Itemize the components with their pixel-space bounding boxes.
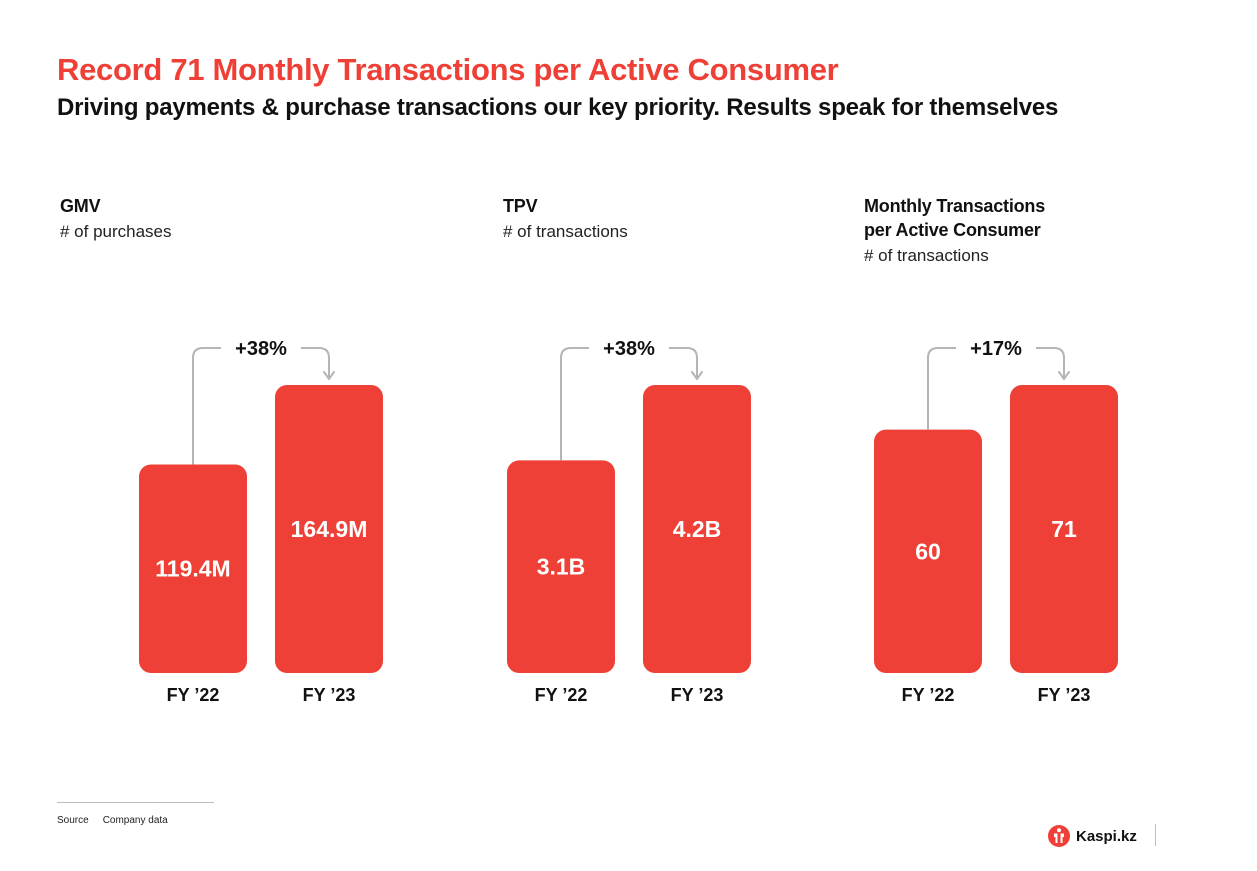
bar-value-label: 119.4M	[155, 556, 230, 582]
growth-arrow-icon	[691, 371, 703, 380]
category-label: FY ’22	[535, 685, 588, 705]
growth-connector-right	[669, 347, 698, 377]
source-note: Source Company data	[57, 815, 168, 826]
growth-label: +38%	[603, 338, 655, 360]
bar-value-label: 164.9M	[291, 516, 368, 542]
page-title: Record 71 Monthly Transactions per Activ…	[57, 52, 839, 87]
kaspi-logo: Kaspi.kz	[1048, 824, 1137, 848]
category-label: FY ’22	[902, 685, 955, 705]
source-label: Source	[57, 815, 89, 826]
category-label: FY ’23	[671, 685, 724, 705]
bar-value-label: 4.2B	[673, 516, 722, 542]
panel-mtac-header: Monthly Transactions per Active Consumer…	[864, 194, 1045, 268]
bar-fy22	[874, 429, 982, 673]
panel-title: GMV	[60, 196, 101, 216]
bar-fy22	[507, 460, 615, 673]
kaspi-logo-icon	[1048, 825, 1070, 847]
bar-fy23	[643, 385, 751, 673]
growth-connector-left	[192, 347, 221, 465]
category-label: FY ’23	[303, 685, 356, 705]
growth-label: +17%	[970, 338, 1022, 360]
growth-label: +38%	[235, 338, 287, 360]
bar-fy23	[275, 385, 383, 673]
panel-tpv-header: TPV # of transactions	[503, 194, 628, 244]
bar-fy22	[139, 464, 247, 673]
growth-connector-right	[1036, 347, 1065, 377]
growth-connector-right	[301, 347, 330, 377]
bar-value-label: 60	[915, 538, 941, 564]
bar-value-label: 71	[1051, 516, 1077, 542]
panel-subtitle: # of transactions	[864, 246, 989, 265]
page-subtitle: Driving payments & purchase transactions…	[57, 94, 1059, 121]
panel-subtitle: # of transactions	[503, 222, 628, 241]
logo-text: Kaspi.kz	[1076, 827, 1137, 845]
bar-fy23	[1010, 385, 1118, 673]
growth-connector-left	[927, 347, 956, 430]
category-label: FY ’23	[1038, 685, 1091, 705]
growth-arrow-icon	[1058, 371, 1070, 380]
footer-divider	[1155, 824, 1156, 846]
growth-connector-left	[560, 347, 589, 461]
panel-title: TPV	[503, 196, 538, 216]
source-divider	[57, 802, 214, 803]
panel-title-line-2: per Active Consumer	[864, 220, 1041, 240]
panel-title-line-1: Monthly Transactions	[864, 196, 1046, 216]
source-text: Company data	[102, 815, 168, 826]
category-label: FY ’22	[167, 685, 220, 705]
bar-value-label: 3.1B	[537, 554, 586, 580]
growth-arrow-icon	[323, 371, 335, 380]
panel-subtitle: # of purchases	[60, 222, 172, 241]
panel-gmv-header: GMV # of purchases	[60, 194, 172, 244]
